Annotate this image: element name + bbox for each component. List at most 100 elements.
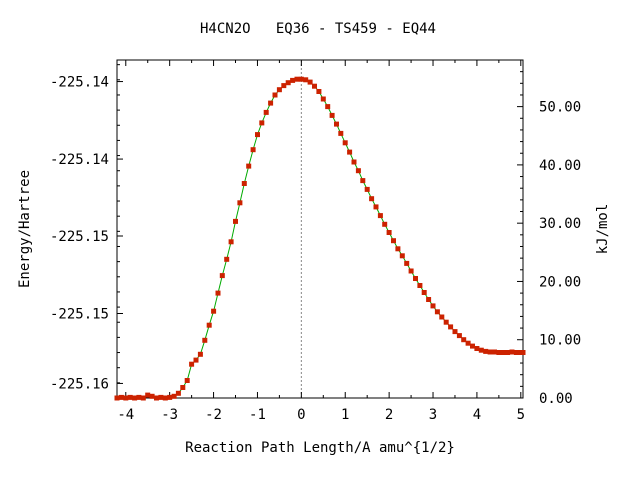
data-point	[474, 346, 480, 351]
data-point	[500, 350, 506, 355]
x-tick-label: 2	[385, 407, 393, 423]
data-point	[307, 79, 313, 85]
right-y-axis-label: kJ/mol	[595, 204, 611, 255]
right-tick-label: 50.00	[539, 100, 581, 116]
data-point	[347, 149, 353, 155]
data-point	[456, 333, 462, 339]
data-point	[426, 297, 432, 302]
data-point	[197, 351, 203, 357]
data-point	[417, 283, 423, 288]
data-point	[268, 100, 274, 106]
data-point	[237, 200, 243, 206]
data-point	[140, 395, 146, 401]
data-point	[360, 178, 366, 184]
data-point	[483, 348, 489, 354]
data-point	[338, 130, 344, 136]
data-point	[263, 109, 269, 115]
data-point	[334, 121, 339, 127]
data-point	[382, 221, 388, 227]
data-point	[386, 230, 392, 235]
data-point	[443, 319, 449, 325]
data-point	[281, 83, 287, 89]
data-point	[145, 392, 151, 398]
data-point	[434, 309, 440, 315]
data-point	[496, 350, 502, 355]
data-point	[149, 393, 155, 399]
x-tick-label: -2	[205, 407, 222, 423]
data-point	[408, 268, 414, 274]
left-tick-label: -225.14	[50, 75, 109, 91]
right-tick-label: 30.00	[539, 216, 581, 232]
data-point	[316, 89, 322, 94]
data-point	[461, 337, 467, 343]
data-point	[448, 324, 454, 330]
data-point	[452, 329, 458, 335]
data-point	[325, 104, 331, 110]
data-point	[255, 132, 260, 138]
right-tick-label: 40.00	[539, 158, 581, 174]
data-point	[513, 350, 519, 355]
data-point	[509, 349, 515, 355]
left-tick-label: -225.14	[50, 152, 109, 168]
x-tick-label: 0	[297, 407, 305, 423]
data-point	[175, 390, 181, 396]
data-point	[180, 385, 186, 390]
data-point	[404, 260, 410, 266]
data-point	[285, 80, 291, 86]
data-point	[492, 349, 497, 355]
data-point	[377, 213, 383, 219]
right-tick-label: 20.00	[539, 274, 581, 290]
x-tick-label: -3	[161, 407, 178, 423]
data-point	[369, 196, 375, 202]
data-point	[132, 395, 138, 401]
x-tick-label: 4	[473, 407, 481, 423]
data-point	[439, 314, 445, 320]
data-point	[272, 92, 278, 98]
data-point	[470, 343, 475, 349]
data-point	[312, 83, 317, 89]
x-tick-label: -4	[117, 407, 134, 423]
data-point	[320, 96, 326, 102]
data-point	[215, 290, 221, 296]
data-point	[136, 394, 142, 400]
data-point	[351, 159, 357, 165]
data-point	[465, 340, 471, 346]
x-tick-label: 3	[429, 407, 437, 423]
left-tick-label: -225.16	[50, 376, 109, 392]
data-point	[189, 361, 195, 367]
data-point	[246, 163, 252, 169]
data-point	[342, 140, 348, 146]
right-tick-label: 10.00	[539, 333, 581, 349]
data-point	[127, 394, 133, 400]
data-point	[219, 273, 225, 279]
data-point	[298, 76, 304, 82]
data-point	[373, 204, 379, 210]
data-point	[391, 238, 396, 244]
axis-ticks: -4 -3 -2 -1 0 1 2 3 4 5 -225.14 -225.14 -225.15 -225.…	[50, 60, 581, 423]
data-point	[118, 394, 124, 400]
data-point	[167, 394, 173, 400]
chart-title: H4CN2O EQ36 - TS459 - EQ44	[200, 21, 436, 37]
data-point	[184, 378, 190, 383]
data-point	[154, 395, 159, 401]
data-point	[478, 347, 484, 353]
data-point	[162, 395, 168, 401]
x-tick-label: -1	[249, 407, 266, 423]
data-point	[505, 350, 511, 355]
data-point	[413, 276, 418, 281]
data-point	[250, 147, 256, 153]
data-point	[171, 393, 177, 399]
x-axis-label: Reaction Path Length/A amu^{1/2}	[185, 440, 455, 456]
data-point	[520, 350, 526, 355]
data-point	[421, 290, 427, 295]
series-line	[116, 78, 523, 399]
data-point	[290, 77, 296, 83]
data-point	[228, 239, 234, 245]
data-point	[395, 246, 401, 252]
data-point	[329, 112, 335, 118]
data-point	[259, 120, 265, 126]
data-point	[202, 337, 208, 343]
plot-frame	[116, 59, 524, 399]
x-tick-label: 1	[341, 407, 349, 423]
